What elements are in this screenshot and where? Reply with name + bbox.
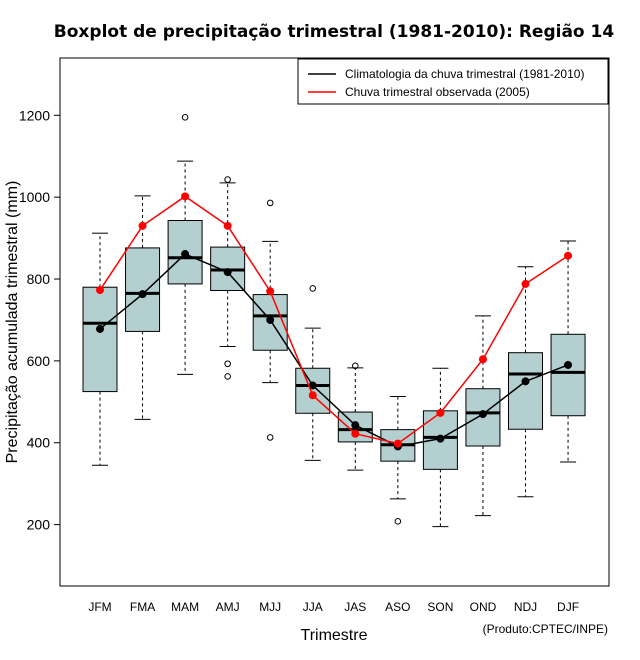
outlier-point [224,176,231,183]
box-body [125,247,161,332]
series-line [99,195,569,445]
observed-series [96,192,573,448]
series-point [351,421,360,430]
x-tick-label: AMJ [216,600,240,614]
x-axis-title: Trimestre [301,627,368,644]
series-point [138,221,147,230]
series-point [223,221,232,230]
series-point [308,391,317,400]
outlier-point [224,360,231,368]
plot-area [59,57,610,587]
box-djf [550,240,586,463]
series-point [564,251,573,260]
legend-label: Climatologia da chuva trimestral (1981-2… [345,67,584,81]
series-point [351,429,360,438]
x-tick-label: NDJ [514,600,537,614]
plot-border [59,57,610,587]
series-point [436,408,445,417]
legend-label: Chuva trimestral observada (2005) [345,85,530,99]
series-point [266,287,275,296]
x-tick-label: JJA [303,600,323,614]
box-jfm [82,232,118,466]
series-point [181,192,190,201]
box-mam [167,114,203,375]
credit-text: (Produto:CPTEC/INPE) [483,622,608,636]
x-tick-label: DJF [557,600,579,614]
x-tick-label: OND [470,600,497,614]
y-tick-label: 1000 [19,189,50,205]
x-tick-label: MAM [171,600,199,614]
y-tick-label: 1200 [19,107,50,123]
outlier-point [309,285,317,292]
box-group [82,114,586,528]
outlier-point [181,114,189,121]
series-point [478,355,487,364]
y-tick-label: 200 [27,517,51,533]
series-point [478,410,487,419]
y-tick-label: 400 [27,435,51,451]
outlier-point [352,362,359,370]
x-tick-label: SON [427,600,453,614]
box-body [550,333,586,417]
series-point [96,324,104,333]
y-tick-label: 800 [27,271,51,287]
box-son [422,367,458,528]
y-tick-label: 600 [27,353,51,369]
series-point [436,434,445,443]
outlier-point [266,199,274,207]
box-fma [125,195,161,420]
box-body [82,286,118,393]
x-tick-label: JAS [344,600,366,614]
series-point [564,360,573,369]
x-axis: JFM FMA MAM AMJ MJJ JJA JAS ASO SON OND NDJ DJF [88,600,579,614]
box-jja [295,285,331,461]
series-line [99,253,569,448]
outlier-point [394,518,402,525]
y-axis-title: Precipitação acumulada trimestral (mm) [4,181,21,464]
series-point [96,286,104,295]
outlier-point [266,434,274,441]
series-point [393,439,402,448]
series-point [223,268,232,277]
y-axis: 200 400 600 800 1000 1200 [19,107,60,533]
legend-box [297,58,609,105]
outlier-point [224,373,231,380]
x-tick-label: MJJ [259,600,281,614]
series-point [266,315,275,324]
series-point [181,250,190,259]
box-aso [380,395,416,525]
series-point [521,377,530,386]
series-lines [96,192,573,451]
x-tick-label: JFM [88,600,111,614]
legend: Climatologia da chuva trimestral (1981-2… [297,58,609,105]
x-tick-label: ASO [385,600,410,614]
series-point [138,290,147,299]
box-jas [337,362,373,471]
series-point [521,279,530,288]
x-tick-label: FMA [130,600,155,614]
chart-title: Boxplot de precipitação trimestral (1981… [54,22,615,42]
box-amj [210,176,246,380]
